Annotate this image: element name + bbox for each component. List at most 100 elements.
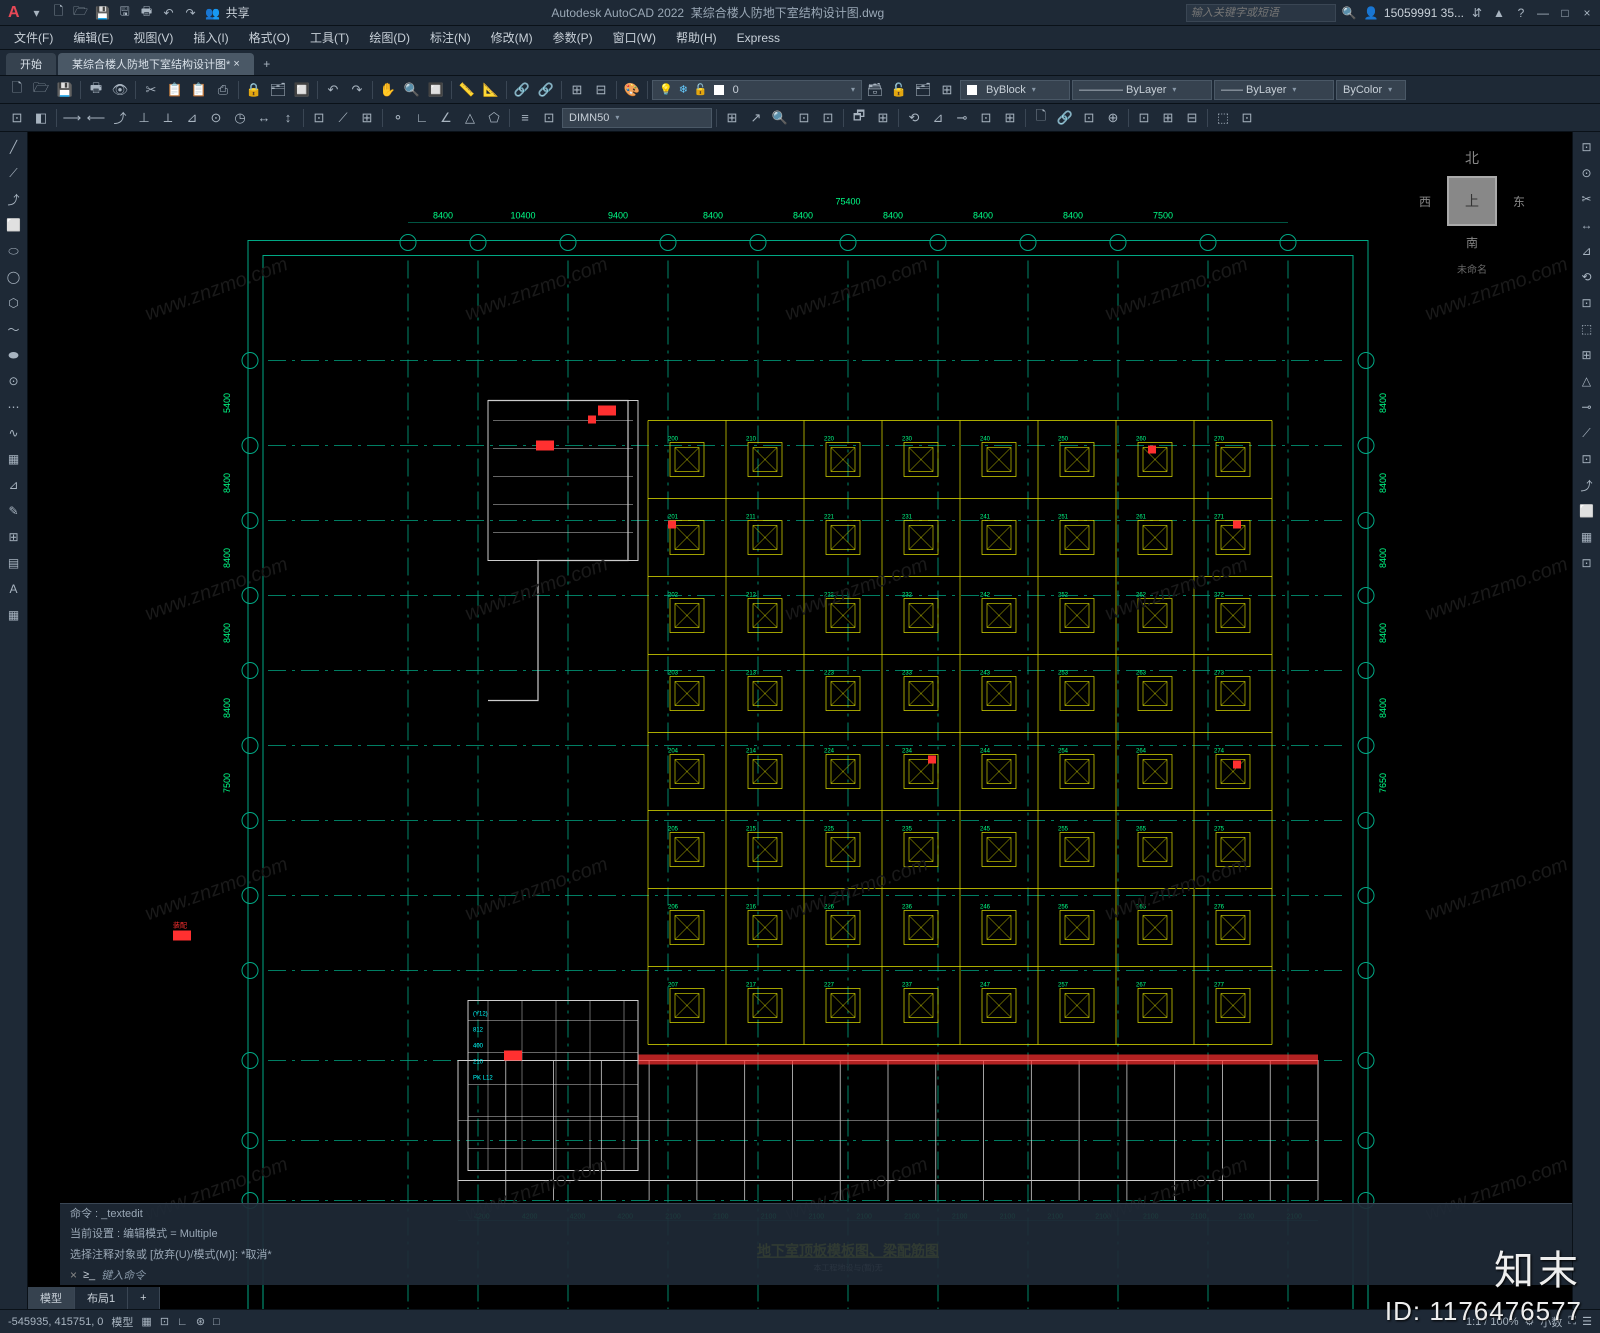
status-anno[interactable]: 小数: [1540, 1314, 1562, 1330]
lineweight-selector[interactable]: ———— ByLayer▾: [1072, 80, 1212, 100]
save-icon[interactable]: 💾: [94, 4, 112, 22]
draw-tool-17[interactable]: A: [3, 578, 25, 600]
status-polar-icon[interactable]: ⊛: [196, 1315, 205, 1328]
saveas-icon[interactable]: 🖫: [116, 4, 134, 22]
rb1-icon-21[interactable]: 🔲: [425, 79, 447, 101]
dimstyle-selector[interactable]: DIMN50▾: [562, 108, 712, 128]
user-label[interactable]: 15059991 35...: [1384, 6, 1464, 20]
draw-tool-15[interactable]: ⊞: [3, 526, 25, 548]
color-selector[interactable]: ByBlock▾: [960, 80, 1070, 100]
modify-tool-15[interactable]: ▦: [1576, 526, 1598, 548]
status-space[interactable]: 模型: [111, 1314, 133, 1330]
rb2b-icon-12[interactable]: ⊸: [951, 107, 973, 129]
draw-tool-12[interactable]: ▦: [3, 448, 25, 470]
close-tab-icon[interactable]: ×: [233, 58, 239, 70]
modify-tool-12[interactable]: ⊡: [1576, 448, 1598, 470]
rb2-icon-19[interactable]: ∟: [411, 107, 433, 129]
rb2b-icon-16[interactable]: 🗋: [1030, 107, 1052, 129]
rb2-icon-0[interactable]: ⊡: [6, 107, 28, 129]
user-icon[interactable]: 👤: [1362, 4, 1380, 22]
rb1-icon-14[interactable]: 🔲: [291, 79, 313, 101]
viewcube[interactable]: 北 西 上 东 南 未命名: [1412, 152, 1532, 272]
rb1-icon-5[interactable]: 👁: [109, 79, 131, 101]
draw-tool-6[interactable]: ⬡: [3, 292, 25, 314]
rb2-icon-25[interactable]: ⊡: [538, 107, 560, 129]
rb2b-icon-8[interactable]: ⊞: [872, 107, 894, 129]
rb2-icon-12[interactable]: ↕: [277, 107, 299, 129]
rb1-icon-8[interactable]: 📋: [164, 79, 186, 101]
draw-tool-11[interactable]: ∿: [3, 422, 25, 444]
rb1-icon-2[interactable]: 💾: [54, 79, 76, 101]
menu-5[interactable]: 工具(T): [302, 27, 357, 48]
plot-icon[interactable]: 🖶: [138, 4, 156, 22]
layer-tool-1[interactable]: 🔓: [888, 79, 910, 101]
rb2b-icon-21[interactable]: ⊡: [1133, 107, 1155, 129]
modify-tool-1[interactable]: ⊙: [1576, 162, 1598, 184]
viewcube-north[interactable]: 北: [1465, 148, 1479, 168]
help-search-input[interactable]: [1186, 4, 1336, 22]
rb2b-icon-17[interactable]: 🔗: [1054, 107, 1076, 129]
rb2-icon-8[interactable]: ⊿: [181, 107, 203, 129]
modify-tool-14[interactable]: ⬜: [1576, 500, 1598, 522]
redo-icon[interactable]: ↷: [182, 4, 200, 22]
rb1-icon-32[interactable]: 🎨: [621, 79, 643, 101]
maximize-button[interactable]: □: [1556, 4, 1574, 22]
modify-tool-0[interactable]: ⊡: [1576, 136, 1598, 158]
draw-tool-9[interactable]: ⊙: [3, 370, 25, 392]
rb2b-icon-1[interactable]: ⊞: [721, 107, 743, 129]
tab-document[interactable]: 某综合楼人防地下室结构设计图* ×: [58, 53, 254, 75]
rb1-icon-24[interactable]: 📐: [480, 79, 502, 101]
menu-9[interactable]: 参数(P): [545, 27, 601, 48]
viewcube-west[interactable]: 西: [1419, 193, 1431, 210]
exchange-icon[interactable]: ⇵: [1468, 4, 1486, 22]
rb2b-icon-23[interactable]: ⊟: [1181, 107, 1203, 129]
status-ortho-icon[interactable]: ∟: [177, 1316, 188, 1328]
rb2b-icon-3[interactable]: 🔍: [769, 107, 791, 129]
rb2b-icon-18[interactable]: ⊡: [1078, 107, 1100, 129]
rb2b-icon-19[interactable]: ⊕: [1102, 107, 1124, 129]
search-icon[interactable]: 🔍: [1340, 4, 1358, 22]
share-label[interactable]: 共享: [226, 4, 250, 21]
rb2-icon-9[interactable]: ⊙: [205, 107, 227, 129]
rb2-icon-10[interactable]: ◷: [229, 107, 251, 129]
draw-tool-7[interactable]: 〜: [3, 318, 25, 340]
status-fullscreen-icon[interactable]: ⛶: [1568, 1315, 1576, 1328]
modify-tool-6[interactable]: ⊡: [1576, 292, 1598, 314]
modify-tool-2[interactable]: ✂: [1576, 188, 1598, 210]
rb2-icon-16[interactable]: ⊞: [356, 107, 378, 129]
cmd-close-icon[interactable]: ×: [70, 1268, 77, 1282]
rb2b-icon-4[interactable]: ⊡: [793, 107, 815, 129]
rb2-icon-6[interactable]: ⊥: [133, 107, 155, 129]
undo-icon[interactable]: ↶: [160, 4, 178, 22]
app-store-icon[interactable]: ▲: [1490, 4, 1508, 22]
draw-tool-16[interactable]: ▤: [3, 552, 25, 574]
rb1-icon-27[interactable]: 🔗: [535, 79, 557, 101]
menu-4[interactable]: 格式(O): [241, 27, 298, 48]
rb1-icon-20[interactable]: 🔍: [401, 79, 423, 101]
menu-7[interactable]: 标注(N): [422, 27, 479, 48]
menu-11[interactable]: 帮助(H): [668, 27, 725, 48]
rb1-icon-29[interactable]: ⊞: [566, 79, 588, 101]
new-icon[interactable]: 🗋: [50, 4, 68, 22]
menu-1[interactable]: 编辑(E): [65, 27, 121, 48]
modify-tool-8[interactable]: ⊞: [1576, 344, 1598, 366]
tab-model[interactable]: 模型: [28, 1287, 75, 1309]
layer-tool-2[interactable]: 🗂: [912, 79, 934, 101]
rb2b-icon-13[interactable]: ⊡: [975, 107, 997, 129]
draw-tool-2[interactable]: ⤴: [3, 188, 25, 210]
drawing-canvas[interactable]: 8400104009400840084008400840084007500754…: [28, 132, 1572, 1309]
menu-2[interactable]: 视图(V): [125, 27, 181, 48]
draw-tool-5[interactable]: ◯: [3, 266, 25, 288]
status-snap-icon[interactable]: ⊡: [160, 1315, 169, 1328]
rb2b-icon-2[interactable]: ↗: [745, 107, 767, 129]
menu-12[interactable]: Express: [729, 29, 788, 47]
rb1-icon-0[interactable]: 🗋: [6, 79, 28, 101]
rb1-icon-26[interactable]: 🔗: [511, 79, 533, 101]
rb1-icon-19[interactable]: ✋: [377, 79, 399, 101]
rb2-icon-1[interactable]: ◧: [30, 107, 52, 129]
rb1-icon-13[interactable]: 🗂: [267, 79, 289, 101]
rb2-icon-22[interactable]: ⬠: [483, 107, 505, 129]
status-scale[interactable]: 1:1 / 100%: [1466, 1316, 1519, 1328]
rb2-icon-24[interactable]: ≡: [514, 107, 536, 129]
rb1-icon-16[interactable]: ↶: [322, 79, 344, 101]
